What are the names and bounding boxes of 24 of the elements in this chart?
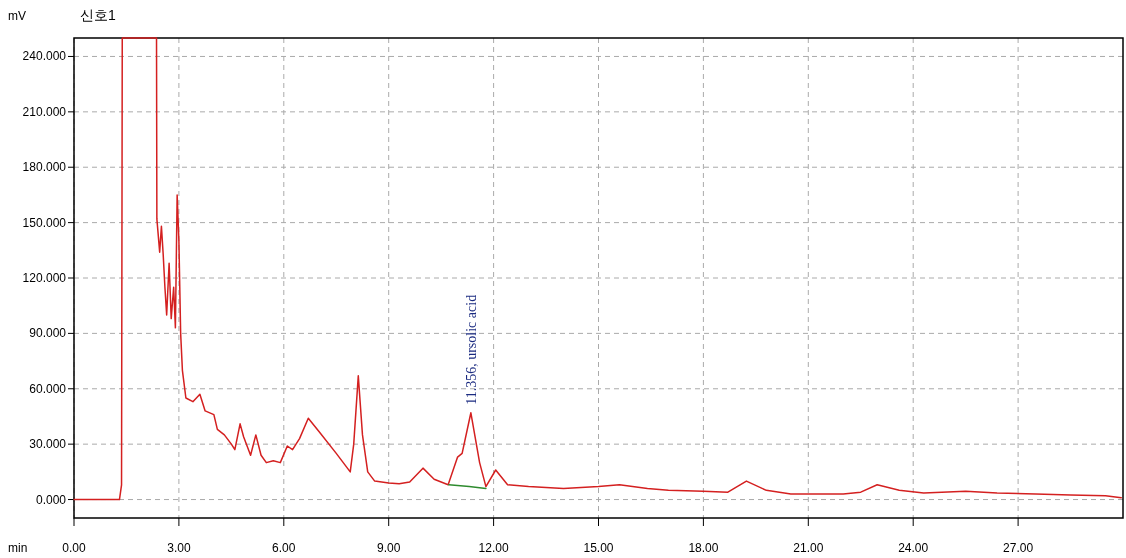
line-series	[73, 37, 1122, 501]
y-tick-label: 0.000	[35, 492, 67, 507]
x-tick-label: 27.00	[1003, 541, 1034, 555]
x-tick-label: 9.00	[377, 541, 401, 555]
y-tick-label: 90.000	[29, 326, 67, 341]
y-tick-label: 240.000	[22, 49, 67, 64]
y-tick-label: 150.000	[22, 215, 67, 230]
y-axis-title: mV	[8, 9, 26, 23]
y-tick-label: 120.000	[22, 271, 67, 285]
y-tick-label: 210.000	[22, 104, 67, 119]
x-tick-label: 18.00	[688, 541, 719, 555]
x-tick-label: 24.00	[898, 541, 929, 555]
y-tick-label: 60.000	[29, 381, 67, 396]
x-tick-label: 21.00	[793, 541, 824, 555]
x-tick-label: 15.00	[583, 541, 614, 555]
x-tick-label: 12.00	[478, 541, 509, 555]
annotation: 11.356, ursolic acid	[464, 294, 480, 405]
x-tick-label: 3.00	[167, 541, 191, 555]
chart-title: 신호1	[80, 7, 116, 23]
x-tick-label: 6.00	[272, 541, 296, 555]
y-tick-label: 180.000	[22, 160, 67, 175]
x-axis-title: min	[8, 541, 28, 555]
y-tick-label: 30.000	[29, 437, 67, 452]
x-tick-label: 0.00	[62, 541, 86, 555]
